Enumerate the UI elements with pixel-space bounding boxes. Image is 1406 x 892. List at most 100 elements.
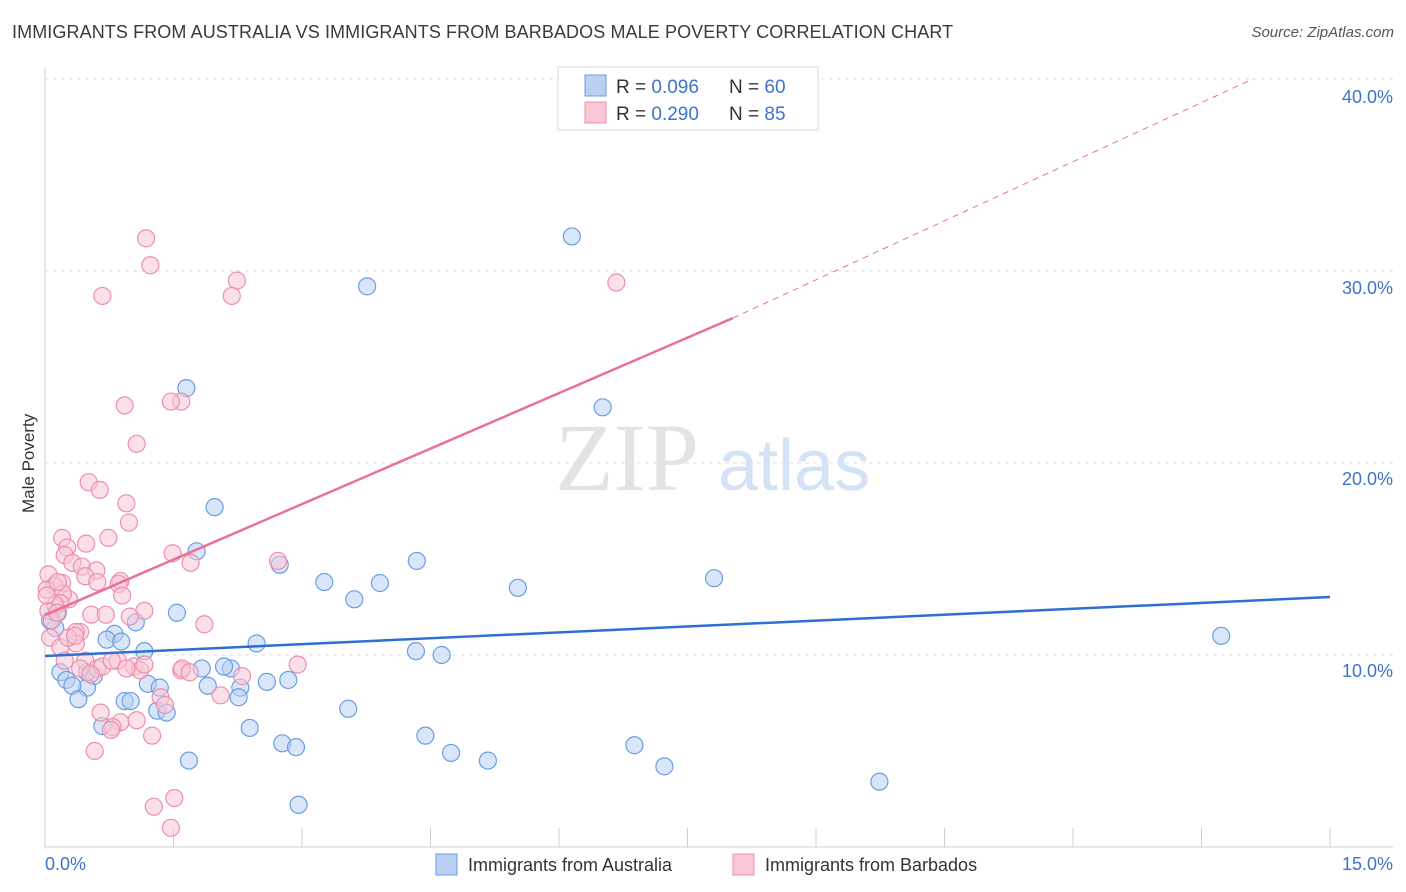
point-barbados: [115, 396, 134, 415]
point-australia: [198, 676, 217, 695]
point-australia: [289, 795, 308, 814]
point-barbados: [211, 686, 230, 705]
point-barbados: [155, 695, 175, 715]
legend-swatch-barbados: [584, 101, 607, 124]
point-australia: [112, 632, 131, 651]
trend-extension-barbados: [732, 78, 1254, 319]
point-australia: [407, 551, 426, 571]
point-barbados: [161, 392, 181, 411]
point-australia: [240, 718, 259, 738]
watermark-zip: ZIP: [555, 404, 699, 511]
n-label: N =: [729, 104, 764, 125]
point-australia: [358, 277, 377, 296]
point-barbados: [88, 572, 107, 592]
legend-swatch-barbados: [732, 853, 755, 876]
r-label: R =: [616, 104, 651, 125]
point-barbados: [232, 667, 252, 686]
trend-line-barbados: [44, 316, 734, 617]
point-australia: [508, 578, 527, 597]
point-australia: [121, 691, 140, 711]
svg-text:N = 85: N = 85: [729, 104, 786, 125]
r-value-barbados: 0.290: [651, 104, 699, 125]
point-australia: [247, 634, 266, 653]
point-barbados: [127, 711, 146, 730]
point-barbados: [81, 665, 100, 684]
n-label: N =: [729, 77, 764, 98]
n-value-australia: 60: [764, 77, 785, 98]
point-barbados: [96, 605, 115, 624]
point-australia: [69, 690, 88, 709]
point-barbados: [91, 703, 110, 722]
point-barbados: [55, 651, 74, 670]
point-barbados: [117, 494, 136, 513]
point-barbados: [90, 480, 109, 499]
r-label: R =: [616, 77, 651, 98]
point-barbados: [161, 818, 181, 837]
x-tick-label-max: 15.0%: [1342, 854, 1393, 874]
point-barbados: [93, 286, 112, 306]
point-barbados: [268, 551, 288, 571]
point-barbados: [65, 626, 85, 645]
y-axis-label: Male Poverty: [19, 413, 38, 513]
point-barbados: [77, 534, 96, 553]
point-barbados: [136, 229, 156, 248]
legend-label-barbados: Immigrants from Barbados: [765, 855, 977, 875]
axis-ticks: [44, 828, 1331, 847]
point-barbados: [227, 271, 246, 290]
point-australia: [625, 736, 644, 755]
y-tick-label-40: 40.0%: [1342, 87, 1393, 107]
point-barbados: [85, 741, 104, 761]
point-australia: [416, 726, 435, 745]
point-barbados: [99, 528, 118, 547]
r-value-australia: 0.096: [651, 77, 699, 98]
point-barbados: [181, 553, 200, 572]
point-australia: [279, 670, 298, 690]
point-australia: [704, 569, 724, 588]
point-barbados: [37, 586, 56, 605]
point-barbados: [135, 655, 154, 674]
point-barbados: [141, 256, 160, 275]
point-barbados: [119, 513, 139, 532]
point-australia: [441, 743, 461, 763]
point-barbados: [101, 720, 121, 739]
y-tick-label-20: 20.0%: [1342, 469, 1393, 489]
data-points: [37, 227, 1231, 837]
point-australia: [257, 672, 276, 691]
point-australia: [179, 751, 199, 770]
point-barbados: [117, 659, 136, 678]
point-barbados: [120, 607, 139, 626]
svg-text:N = 60: N = 60: [729, 77, 786, 98]
point-barbados: [144, 797, 163, 816]
trend-line-australia: [44, 595, 1331, 658]
point-australia: [1212, 626, 1231, 645]
point-australia: [593, 398, 612, 417]
point-australia: [370, 573, 390, 593]
point-australia: [214, 657, 234, 676]
y-tick-label-10: 10.0%: [1342, 661, 1393, 681]
point-australia: [655, 757, 674, 776]
point-barbados: [607, 273, 626, 292]
point-barbados: [195, 615, 214, 634]
x-tick-label-min: 0.0%: [45, 854, 86, 874]
point-australia: [345, 590, 364, 609]
point-australia: [432, 645, 451, 665]
gridlines: [44, 68, 1393, 848]
watermark-atlas: atlas: [718, 426, 870, 506]
n-value-barbados: 85: [764, 104, 785, 125]
point-barbados: [222, 286, 241, 306]
point-australia: [339, 699, 358, 718]
point-barbados: [112, 586, 132, 605]
source-label: Source: ZipAtlas.com: [1251, 24, 1394, 41]
point-australia: [167, 603, 187, 622]
bottom-legend: Immigrants from Australia Immigrants fro…: [435, 853, 977, 876]
point-australia: [870, 772, 889, 791]
stats-legend: R = 0.096 N = 60 R = 0.290 N = 85: [557, 66, 819, 131]
point-barbados: [165, 788, 184, 808]
chart-title: IMMIGRANTS FROM AUSTRALIA VS IMMIGRANTS …: [12, 22, 954, 42]
svg-text:R = 0.290: R = 0.290: [616, 104, 699, 125]
point-barbados: [48, 572, 67, 592]
point-australia: [315, 572, 334, 592]
point-barbados: [288, 655, 307, 674]
point-barbados: [127, 434, 146, 453]
